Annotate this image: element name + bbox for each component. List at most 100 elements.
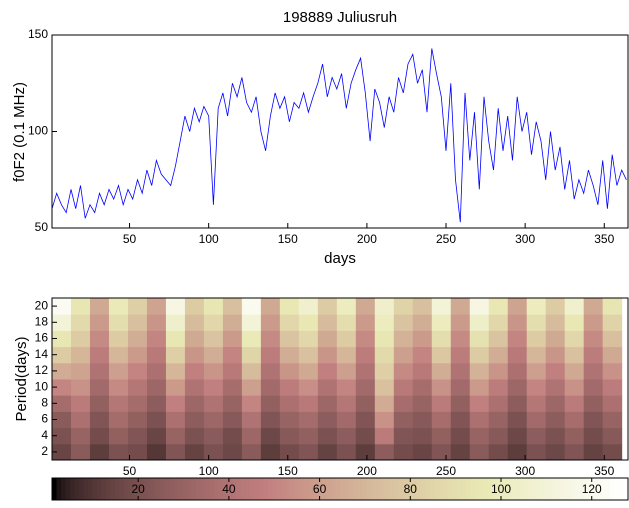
heat-cell (70, 298, 91, 315)
heat-cell (583, 314, 604, 331)
heat-cell (393, 314, 414, 331)
heat-cell (488, 443, 509, 461)
heat-cell (298, 362, 319, 380)
colorbar-swatch (254, 478, 260, 500)
heat-cell (564, 362, 585, 380)
heat-cell (564, 411, 585, 429)
heat-cell (127, 443, 148, 461)
heat-cell (165, 395, 186, 412)
heat-cell (317, 314, 338, 331)
heat-cell (241, 395, 262, 412)
heat-cell (374, 427, 395, 445)
heat-cell (222, 330, 243, 348)
heat-cell (545, 362, 566, 380)
heat-cell (602, 427, 623, 445)
colorbar-swatch (308, 478, 314, 500)
heat-cell (241, 314, 262, 331)
colorbar-swatch (484, 478, 489, 500)
heat-cell (70, 427, 91, 445)
colorbar-swatch (565, 478, 570, 500)
heat-cell (526, 346, 547, 364)
heat-cell (564, 298, 585, 315)
x-tick-label: 350 (594, 232, 614, 246)
heat-cell (165, 298, 186, 315)
colorbar-swatch (196, 478, 201, 500)
y-tick-label: 2 (41, 444, 48, 458)
colorbar-swatch (551, 478, 557, 500)
colorbar-swatch (223, 478, 228, 500)
heat-cell (393, 443, 414, 461)
heat-cell (564, 314, 585, 331)
heat-cell (374, 330, 395, 348)
y-axis-label: f0F2 (0.1 MHz) (11, 82, 28, 182)
plot-frame (51, 297, 629, 461)
heat-cell (450, 298, 471, 315)
heat-cell (526, 379, 547, 396)
heat-cell (412, 379, 433, 396)
heat-cell (545, 346, 566, 364)
heat-cell (412, 411, 433, 429)
x-tick-label: 200 (357, 464, 377, 478)
heat-cell (260, 427, 281, 445)
heat-cell (336, 443, 357, 461)
data-line (51, 48, 627, 223)
heat-cell (602, 362, 623, 380)
heat-cell (412, 314, 433, 331)
heat-cell (241, 411, 262, 429)
heat-cell (374, 298, 395, 315)
colorbar-swatch (128, 478, 134, 500)
heat-cell (260, 330, 281, 348)
heat-cell (450, 379, 471, 396)
heat-cell (526, 314, 547, 331)
heat-cell (583, 298, 604, 315)
heat-cell (317, 379, 338, 396)
heat-cell (298, 411, 319, 429)
colorbar-swatch (340, 478, 345, 500)
heat-cell (70, 330, 91, 348)
colorbar-swatch (268, 478, 273, 500)
heat-cell (127, 330, 148, 348)
heat-cell (469, 330, 490, 348)
colorbar-swatch (619, 478, 624, 500)
heat-cell (469, 346, 490, 364)
x-tick-label: 100 (199, 464, 219, 478)
heat-cell (431, 395, 452, 412)
heat-cell (89, 411, 110, 429)
heat-cell (184, 314, 205, 331)
heat-cell (355, 330, 376, 348)
colorbar-swatch (70, 478, 75, 500)
heat-cell (336, 395, 357, 412)
heat-cell (488, 314, 509, 331)
heat-cell (279, 411, 300, 429)
heat-cell (469, 395, 490, 412)
colorbar-swatch (151, 478, 156, 500)
heat-cell (108, 443, 129, 461)
heat-cell (564, 346, 585, 364)
heat-cell (317, 362, 338, 380)
colorbar-swatch (326, 478, 332, 500)
colorbar-swatch (601, 478, 606, 500)
colorbar-swatch (623, 478, 629, 500)
heat-cell (146, 362, 167, 380)
colorbar-swatch (592, 478, 597, 500)
colorbar-swatch (61, 478, 66, 500)
heat-cell (317, 298, 338, 315)
heat-cell (583, 362, 604, 380)
heat-cell (583, 395, 604, 412)
heat-cell (260, 362, 281, 380)
y-tick-label: 50 (35, 220, 49, 234)
chart-title: 198889 Juliusruh (283, 9, 397, 26)
heat-cell (564, 395, 585, 412)
heat-cell (564, 330, 585, 348)
colorbar-swatch (124, 478, 129, 500)
colorbar-swatch (272, 478, 278, 500)
heat-cell (412, 298, 433, 315)
heat-cell (450, 346, 471, 364)
heat-cell (431, 379, 452, 396)
heat-cell (146, 443, 167, 461)
y-tick-label: 18 (35, 314, 49, 328)
colorbar-swatch (155, 478, 161, 500)
heat-cell (260, 411, 281, 429)
heat-cell (450, 314, 471, 331)
colorbar-swatch (547, 478, 552, 500)
